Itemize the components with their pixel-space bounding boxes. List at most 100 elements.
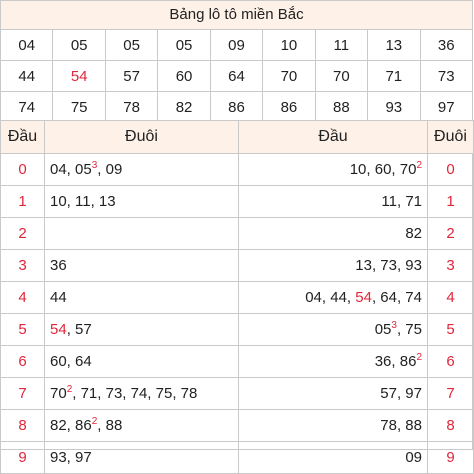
number-text: 44	[50, 289, 67, 306]
number-text: , 09	[97, 161, 123, 178]
number-text: 36, 86	[374, 353, 417, 370]
dau-digit-left: 8	[0, 409, 45, 442]
number-cell: 10	[262, 29, 316, 61]
table-row: 1 10, 11, 13 11, 71 1	[0, 185, 474, 218]
header-duoi-left: Đuôi	[44, 120, 239, 154]
number-cell: 70	[314, 60, 369, 92]
count-superscript: 2	[416, 352, 422, 363]
dau-values: 09	[238, 441, 428, 474]
number-text: 10, 60, 70	[349, 161, 417, 178]
count-superscript: 2	[66, 384, 73, 395]
number-cell: 71	[367, 60, 421, 92]
number-text: , 88	[97, 417, 123, 434]
dau-digit-left: 4	[0, 281, 45, 314]
number-cell: 57	[104, 60, 159, 92]
duoi-values: 60, 64	[44, 345, 239, 378]
number-text: , 64, 74	[371, 289, 422, 306]
number-cell: 36	[419, 29, 473, 61]
header-duoi-right: Đuôi	[427, 120, 474, 154]
number-text: , 57	[66, 321, 92, 338]
table-row: 5 54, 57 053, 75 5	[0, 313, 474, 346]
number-text: 82, 86	[50, 417, 92, 434]
number-text: 93, 97	[50, 449, 92, 466]
dau-digit-left: 9	[0, 441, 45, 474]
number-cell: 05	[52, 29, 106, 61]
dau-values: 36, 862	[238, 345, 428, 378]
duoi-digit-right: 1	[427, 185, 474, 218]
dau-digit-left: 2	[0, 217, 45, 250]
number-cell: 74	[0, 91, 54, 123]
dau-digit-left: 6	[0, 345, 45, 378]
numbers-row: 04 05 05 05 09 10 11 13 36	[0, 29, 473, 61]
dau-values: 04, 44, 54, 64, 74	[238, 281, 428, 314]
number-cell: 04	[0, 29, 54, 61]
dau-values: 11, 71	[238, 185, 428, 218]
number-cell: 13	[367, 29, 421, 61]
duoi-digit-right: 0	[427, 153, 474, 186]
number-text: 78, 88	[380, 417, 422, 434]
dau-values: 13, 73, 93	[238, 249, 428, 282]
number-text: 04, 05	[50, 161, 92, 178]
number-text: 05	[374, 321, 392, 338]
duoi-values: 04, 053, 09	[44, 153, 239, 186]
number-cell: 05	[157, 29, 211, 61]
duoi-digit-right: 2	[427, 217, 474, 250]
number-cell: 97	[419, 91, 473, 123]
number-text: 57, 97	[380, 385, 422, 402]
number-text: , 71, 73, 74, 75, 78	[72, 385, 198, 402]
number-text: 10, 11, 13	[50, 193, 116, 210]
dau-values: 053, 75	[238, 313, 428, 346]
number-cell: 64	[209, 60, 264, 92]
duoi-values: 702, 71, 73, 74, 75, 78	[44, 377, 239, 410]
number-cell: 11	[314, 29, 369, 61]
number-cell: 70	[262, 60, 316, 92]
dau-digit-left: 7	[0, 377, 45, 410]
table-row: 9 93, 97 09 9	[0, 441, 474, 474]
duoi-values: 82, 862, 88	[44, 409, 239, 442]
numbers-row: 44 54 57 60 64 70 70 71 73	[0, 60, 473, 92]
number-cell: 88	[314, 91, 369, 123]
number-text: 13, 73, 93	[355, 257, 422, 274]
table-row: 7 702, 71, 73, 74, 75, 78 57, 97 7	[0, 377, 474, 410]
number-cell: 73	[419, 60, 473, 92]
highlighted-number: 54	[355, 289, 372, 306]
header-dau-right: Đầu	[238, 120, 428, 154]
duoi-digit-right: 4	[427, 281, 474, 314]
number-cell: 75	[52, 91, 106, 123]
table-row: 6 60, 64 36, 862 6	[0, 345, 474, 378]
number-cell: 93	[367, 91, 421, 123]
number-text: 11, 71	[381, 193, 422, 210]
count-superscript: 3	[91, 160, 98, 171]
duoi-values: 44	[44, 281, 239, 314]
duoi-digit-right: 7	[427, 377, 474, 410]
duoi-values: 10, 11, 13	[44, 185, 239, 218]
number-cell: 44	[0, 60, 54, 92]
dau-values: 78, 88	[238, 409, 428, 442]
number-cell: 86	[262, 91, 316, 123]
dau-digit-left: 0	[0, 153, 45, 186]
duoi-digit-right: 6	[427, 345, 474, 378]
number-text: , 75	[396, 321, 422, 338]
count-superscript: 2	[416, 160, 422, 171]
header-dau-left: Đầu	[0, 120, 45, 154]
dau-digit-left: 3	[0, 249, 45, 282]
duoi-digit-right: 5	[427, 313, 474, 346]
duoi-values: 54, 57	[44, 313, 239, 346]
number-text: 60, 64	[50, 353, 92, 370]
numbers-row: 74 75 78 82 86 86 88 93 97	[0, 91, 473, 123]
dau-duoi-table: Đầu Đuôi Đầu Đuôi 0 04, 053, 09 10, 60, 70…	[0, 120, 474, 474]
number-cell: 86	[209, 91, 264, 123]
numbers-grid: 04 05 05 05 09 10 11 13 36 44 54 57 60 64 70 70 71 73 74 75…	[0, 29, 473, 123]
highlighted-number: 54	[50, 321, 67, 338]
number-cell: 54	[52, 60, 106, 92]
table-row: 4 44 04, 44, 54, 64, 74 4	[0, 281, 474, 314]
dau-digit-left: 1	[0, 185, 45, 218]
duoi-values: 36	[44, 249, 239, 282]
dau-values: 57, 97	[238, 377, 428, 410]
page-title: Bảng lô tô miền Bắc	[1, 1, 472, 30]
dau-digit-left: 5	[0, 313, 45, 346]
dau-values: 82	[238, 217, 428, 250]
duoi-digit-right: 9	[427, 441, 474, 474]
duoi-values	[44, 217, 239, 250]
table-row: 2 82 2	[0, 217, 474, 250]
